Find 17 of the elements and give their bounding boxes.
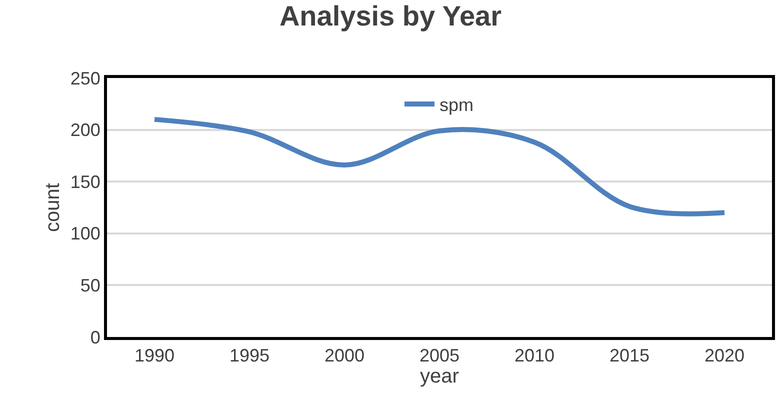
x-tick-label: 1990 — [134, 346, 175, 366]
y-axis-title: count — [42, 182, 64, 232]
x-tick-label: 2020 — [704, 346, 745, 366]
x-axis-title: year — [420, 366, 460, 388]
legend-label: spm — [440, 94, 474, 115]
x-tick-label: 2015 — [609, 346, 650, 366]
chart-title: Analysis by Year — [279, 0, 502, 32]
y-tick-label: 250 — [70, 68, 100, 88]
x-tick-label: 2010 — [514, 346, 555, 366]
x-tick-label: 1995 — [229, 346, 270, 366]
y-tick-label: 150 — [70, 172, 100, 192]
y-tick-label: 200 — [70, 120, 100, 140]
y-tick-label: 0 — [90, 327, 100, 348]
y-tick-label: 50 — [80, 276, 100, 296]
x-tick-label: 2000 — [324, 346, 365, 366]
x-tick-label: 2005 — [419, 346, 460, 366]
y-tick-label: 100 — [70, 224, 100, 244]
